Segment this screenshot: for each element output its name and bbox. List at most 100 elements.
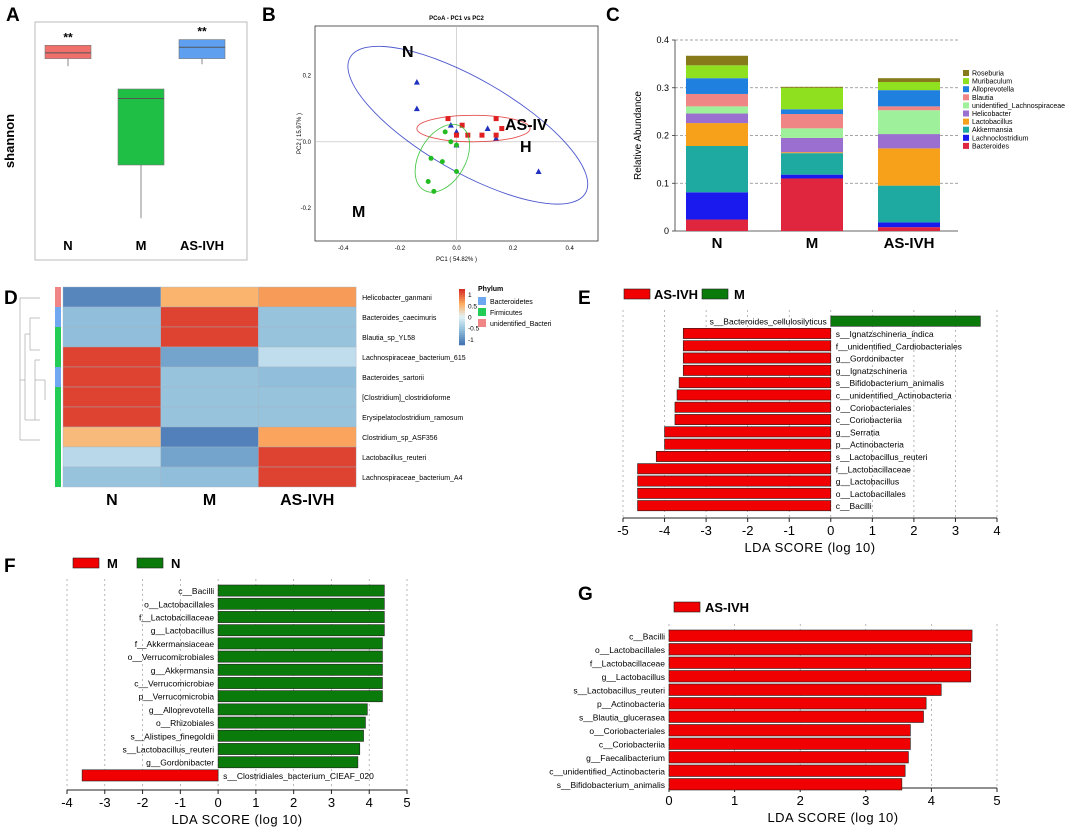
legend-label-lachnoclostridium: Lachnoclostridium (972, 135, 1029, 142)
x-tick-4: -4 (659, 523, 671, 538)
colorbar-step-25 (459, 337, 465, 340)
bar-n-bacteroides (686, 219, 748, 231)
legend-swatch-unidentified-lachnospiraceae (963, 102, 969, 109)
panel-g-lda: 0 1 2 3 4 5 LDA SCORE (log 10) c__Bacilli o__Lac… (549, 600, 1000, 825)
bar-m-alloprevotella (781, 109, 843, 115)
bar-m-bacteroides (781, 178, 843, 231)
legend-label-m: M (734, 287, 745, 302)
heatmap-cell-lachnospiraceae-bacterium-615-n (62, 346, 161, 368)
bar-label-g-serratia: g__Serratia (836, 427, 880, 437)
bar-o-rhizobiales (217, 716, 366, 729)
colorbar-step-9 (459, 305, 465, 308)
bar-s-bifidobacterium-animalis (668, 778, 903, 791)
bar-label-f-lactobacillaceae: f__Lactobacillaceae (836, 464, 911, 474)
bar-f-lactobacillaceae (637, 463, 832, 475)
heatmap-cell-lactobacillus-reuteri-as-ivh (258, 446, 357, 468)
bar-as-ivh-bacteroides (878, 227, 940, 231)
bar-c-bacilli (668, 629, 973, 642)
legend-label-unidentified-lachnospiraceae: unidentified_Lachnospiraceae (972, 103, 1065, 110)
group-label-n: N (402, 44, 414, 61)
box-n (44, 44, 92, 59)
heatmap-cell-lachnospiraceae-bacterium-a4-n (62, 466, 161, 488)
phylum-bar-lachnospiraceae-bacterium-a4 (55, 467, 61, 487)
legend-swatch-n (136, 557, 164, 569)
legend-swatch-lactobacillus (963, 118, 969, 125)
bar-p-actinobacteria (668, 697, 927, 710)
point-m-6 (454, 169, 459, 175)
colorbar-step-15 (459, 317, 465, 320)
y-tick-0-2: 0.2 (303, 74, 312, 80)
bar-f-unidentified-cardiobacteriales (682, 340, 832, 352)
colorbar-tick-0-5: -0.5 (468, 326, 480, 333)
colorbar-step-5 (459, 297, 465, 300)
x-tick-3: 3 (862, 793, 869, 808)
heatmap-cell-clostridium-sp-asf356-n (62, 426, 161, 448)
point-h-2 (459, 122, 465, 128)
legend-label-akkermansia: Akkermansia (972, 127, 1013, 134)
bar-as-ivh-lactobacillus (878, 148, 940, 186)
x-tick-3: -3 (99, 795, 111, 810)
box-as-ivh (178, 39, 226, 59)
bar-c-unidentified-actinobacteria (668, 764, 906, 777)
panel-d-heatmap: Helicobacter_ganmani Bacteroides_caecimur… (19, 286, 552, 509)
point-n-7 (493, 135, 500, 141)
bar-m-roseburia (781, 86, 843, 88)
bar-label-g-gordonibacter: g__Gordonibacter (146, 758, 214, 768)
x-axis-label: LDA SCORE (log 10) (767, 810, 898, 825)
group-label-m: M (352, 204, 365, 221)
colorbar-step-16 (459, 319, 465, 322)
bar-g-faecalibacterium (668, 751, 909, 764)
x-tick-as-ivh: AS-IVH (884, 235, 935, 252)
y-axis-label: shannon (2, 114, 17, 168)
bar-p-actinobacteria (664, 438, 832, 450)
panel-letter-f: F (4, 556, 16, 577)
legend-label-bacteroides: Bacteroides (972, 143, 1009, 150)
bar-o-coriobacteriales (674, 401, 832, 413)
x-tick-3: 3 (952, 523, 959, 538)
heatmap-cell-clostridium-sp-asf356-m (160, 426, 259, 448)
legend-label-n: N (171, 556, 180, 571)
point-h-8 (454, 132, 459, 138)
bar-label-s-lactobacillus-reuteri: s__Lactobacillus_reuteri (122, 745, 214, 755)
bar-label-c-coriobacteriia: c__Coriobacteriia (599, 739, 665, 749)
bar-g-alloprevotella (217, 703, 368, 716)
bar-label-s-lactobacillus-reuteri: s__Lactobacillus_reuteri (836, 452, 928, 462)
bar-o-lactobacillales (637, 487, 832, 499)
colorbar-step-10 (459, 307, 465, 310)
colorbar-step-22 (459, 331, 465, 334)
legend-label-bacteroidetes: Bacteroidetes (490, 299, 533, 306)
row-label-bacteroides-caecimuris: Bacteroides_caecimuris (362, 315, 437, 322)
phylum-bar-clostridium-sp-asf356 (55, 427, 61, 447)
column-label-n: N (106, 492, 118, 509)
legend-swatch-as-ivh (673, 601, 701, 613)
panel-letter-b: B (262, 5, 276, 26)
group-label-as-iv: AS-IV (505, 117, 548, 134)
bar-label-o-coriobacteriales: o__Coriobacteriales (589, 726, 665, 736)
legend-label-as-ivh: AS-IVH (705, 600, 749, 615)
x-tick-4: -4 (61, 795, 73, 810)
column-label-as-ivh: AS-IVH (280, 492, 334, 509)
row-label-helicobacter-ganmani: Helicobacter_ganmani (362, 295, 432, 302)
heatmap-cell-lachnospiraceae-bacterium-615-m (160, 346, 259, 368)
bar-s-bacteroides-cellulosilyticus (830, 315, 981, 327)
heatmap-cell-helicobacter-ganmani-as-ivh (258, 286, 357, 308)
colorbar-step-11 (459, 309, 465, 312)
bar-label-f-lactobacillaceae: f__Lactobacillaceae (590, 658, 665, 668)
row-label-lachnospiraceae-bacterium-a4: Lachnospiraceae_bacterium_A4 (362, 475, 463, 482)
significance-as-ivh: ** (197, 25, 207, 39)
heatmap-cell-bacteroides-sartorii-m (160, 366, 259, 388)
x-tick-5: 5 (993, 793, 1000, 808)
significance-n: ** (63, 30, 73, 44)
bar-label-f-akkermansiaceae: f__Akkermansiaceae (135, 639, 215, 649)
panel-b-pcoa: PCoA - PC1 vs PC2 -0.4 -0.2 0.0 0.2 0.4 0.2 0.0… (297, 16, 599, 263)
x-tick-0-4: 0.4 (566, 246, 575, 252)
x-tick-3: 3 (328, 795, 335, 810)
x-tick-0-0: 0.0 (452, 246, 461, 252)
colorbar-step-21 (459, 329, 465, 332)
x-tick-m: M (806, 235, 819, 252)
x-tick-1: 1 (252, 795, 259, 810)
legend-swatch-akkermansia (963, 126, 969, 133)
x-tick-0: 0 (214, 795, 221, 810)
legend-label-m: M (107, 556, 118, 571)
heatmap-cell-lactobacillus-reuteri-n (62, 446, 161, 468)
